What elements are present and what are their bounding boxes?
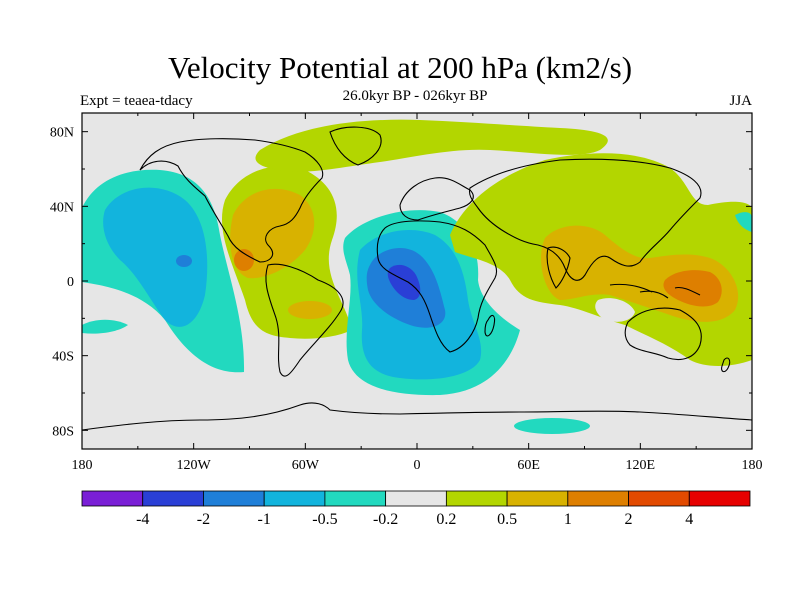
coastline-madagascar xyxy=(484,314,496,337)
lon-tick-label: 180 xyxy=(72,458,93,473)
colorbar-label: 1 xyxy=(564,511,572,528)
coastline-africa xyxy=(376,220,498,353)
colorbar-label: 0.2 xyxy=(436,511,456,528)
colorbar-label: -0.5 xyxy=(312,511,337,528)
lon-tick-label: 60E xyxy=(517,458,540,473)
contour-pacific-negative xyxy=(103,187,208,327)
period-label: 26.0kyr BP - 026kyr BP xyxy=(342,88,488,104)
lon-tick-label: 120W xyxy=(177,458,212,473)
colorbar-swatch xyxy=(263,490,326,507)
coastline-greenland xyxy=(329,126,382,166)
colorbar-swatch xyxy=(506,490,569,507)
contour-maritime-continent-core xyxy=(663,270,722,307)
colorbar-label: -4 xyxy=(136,511,149,528)
colorbar-swatch xyxy=(445,490,508,507)
contour-fields xyxy=(82,119,752,434)
contour-africa-core xyxy=(387,264,421,300)
season-label: JJA xyxy=(729,93,752,109)
coastline-new-zealand xyxy=(721,357,731,373)
lat-tick-label: 80N xyxy=(50,126,74,141)
lat-tick-label: 40S xyxy=(52,350,74,365)
lat-tick-label: 0 xyxy=(67,275,74,290)
colorbar-swatch xyxy=(688,490,751,507)
experiment-label: Expt = teaea-tdacy xyxy=(80,93,193,109)
lon-tick-label: 60W xyxy=(292,458,320,473)
coastline-south-america xyxy=(265,263,344,377)
contour-arctic-positive xyxy=(255,119,608,172)
colorbar-swatch xyxy=(142,490,204,507)
coastlines xyxy=(82,126,752,431)
axis-ticks: 80N 40N 0 40S 80S 180 120W 60W 0 60E 120E 180 xyxy=(50,113,763,473)
coastline-indonesia xyxy=(609,283,701,299)
contour-eastern-pacific-edge xyxy=(735,212,752,232)
colorbar-label: 4 xyxy=(685,511,693,528)
coastline-antarctica xyxy=(82,402,752,431)
colorbar-label: -0.2 xyxy=(373,511,398,528)
colorbar-swatch xyxy=(81,490,144,507)
colorbar-swatch xyxy=(324,490,387,507)
coastline-north-america xyxy=(139,138,324,263)
colorbar-swatch xyxy=(203,490,265,507)
lon-tick-label: 180 xyxy=(742,458,763,473)
coastline-asia xyxy=(468,158,702,281)
contour-south-america-positive xyxy=(288,301,332,319)
lon-tick-label: 120E xyxy=(626,458,656,473)
contour-americas-core xyxy=(234,249,254,271)
contour-pacific-core xyxy=(176,255,192,267)
coastline-europe xyxy=(399,177,474,221)
colorbar-swatch xyxy=(628,490,690,507)
lat-tick-label: 80S xyxy=(52,424,74,439)
colorbar-swatch xyxy=(385,490,447,507)
contour-indian-ocean-gap xyxy=(595,298,635,322)
colorbar-label: 2 xyxy=(625,511,633,528)
contour-south-pacific-negative xyxy=(82,319,128,334)
colorbar: -4 -2 -1 -0.5 -0.2 0.2 0.5 1 2 4 xyxy=(81,490,751,528)
map-title: Velocity Potential at 200 hPa (km2/s) xyxy=(167,50,633,85)
colorbar-swatch xyxy=(567,490,629,507)
colorbar-label: -1 xyxy=(258,511,271,528)
colorbar-label: 0.5 xyxy=(497,511,517,528)
contour-southern-ocean-negative xyxy=(514,418,590,434)
colorbar-label: -2 xyxy=(197,511,210,528)
lon-tick-label: 0 xyxy=(414,458,421,473)
coastline-india xyxy=(546,246,571,289)
coastline-australia xyxy=(624,307,702,361)
lat-tick-label: 40N xyxy=(50,200,74,215)
